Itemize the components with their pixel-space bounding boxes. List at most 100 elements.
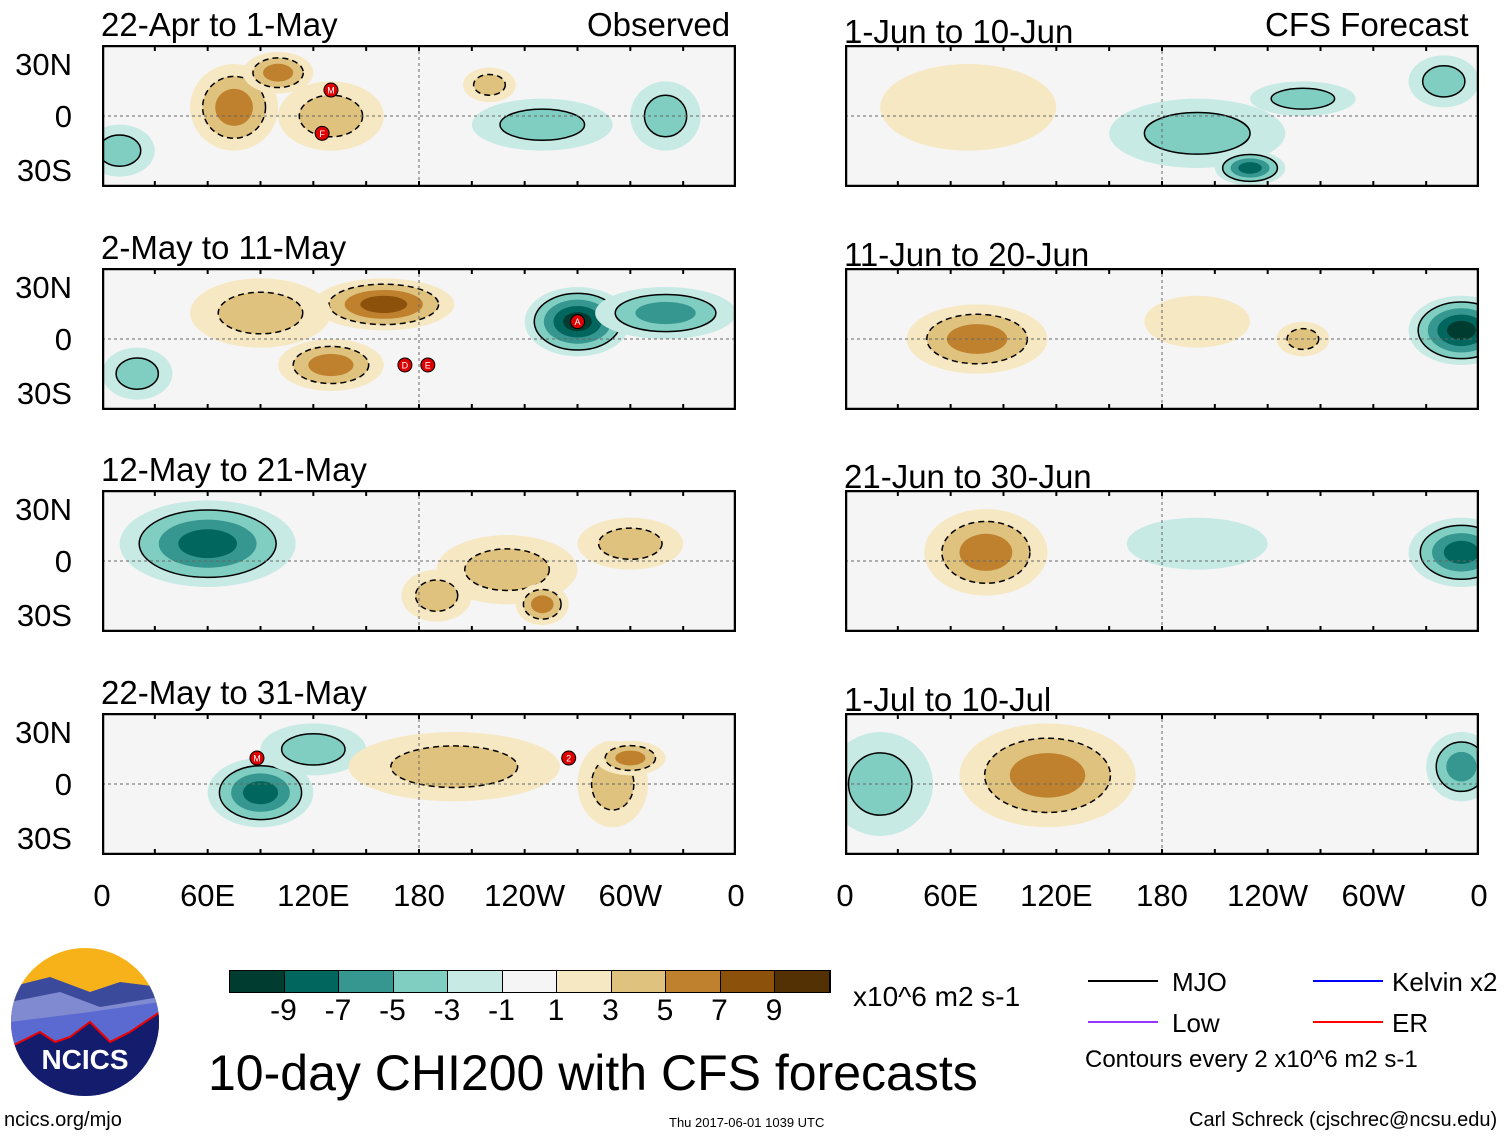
lon-label: 0 [836,878,854,913]
legend-low: Low [1172,1008,1220,1038]
panel-title: 22-May to 31-May [101,674,367,711]
colorbar-tick: 5 [656,994,674,1027]
lat-label: 0 [54,322,72,357]
colorbar-swatch [230,971,285,992]
forecast-label: CFS Forecast [1265,6,1469,43]
negative-anomaly [1421,65,1466,98]
negative-anomaly [499,108,586,141]
lat-label: 30S [16,821,72,856]
negative-anomaly [178,529,238,559]
lat-label: 0 [54,767,72,802]
lon-label: 180 [393,878,445,913]
positive-anomaly [472,73,507,96]
svg-text:NCICS: NCICS [41,1044,128,1075]
storm-marker: D [397,357,413,373]
footer-author: Carl Schreck (cjschrec@ncsu.edu) [1189,1109,1498,1131]
positive-anomaly [390,745,519,789]
lat-label: 30S [16,598,72,633]
lon-label: 120W [1227,878,1309,913]
storm-marker: 2 [561,750,577,766]
positive-anomaly [360,295,408,314]
map-panel [845,713,1479,855]
footer-url[interactable]: ncics.org/mjo [4,1109,122,1131]
colorbar [229,970,831,993]
map-panel [102,490,736,632]
negative-anomaly [280,733,346,766]
figure-title: 10-day CHI200 with CFS forecasts [208,1045,978,1101]
panel-title: 2-May to 11-May [101,229,347,266]
lon-label: 60E [923,878,979,913]
positive-anomaly [1009,753,1086,798]
map-panel [845,45,1479,187]
colorbar-swatch [666,971,721,992]
positive-anomaly [597,527,663,561]
observed-label: Observed [587,6,731,43]
colorbar-swatch [557,971,612,992]
colorbar-swatch [720,971,775,992]
storm-marker: A [570,314,585,330]
legend-mjo: MJO [1172,967,1227,997]
lon-label: 0 [727,878,745,913]
storm-marker: F [314,125,330,141]
svg-text:M: M [253,754,261,764]
lon-label: 120E [277,878,350,913]
legend-er: ER [1392,1008,1429,1038]
negative-anomaly [1443,540,1479,564]
lon-label: 180 [1136,878,1188,913]
ncics-logo: NCICS [11,948,159,1096]
colorbar-tick: -5 [379,994,406,1027]
positive-anomaly [464,548,551,592]
contours-note: Contours every 2 x10^6 m2 s-1 [1085,1046,1418,1073]
lon-label: 60E [180,878,236,913]
map-panel: MF [102,45,736,187]
panel-title: 1-Jul to 10-Jul [844,681,1052,718]
svg-text:F: F [319,129,325,139]
lon-label: 120E [1020,878,1093,913]
colorbar-tick: -1 [488,994,515,1027]
colorbar-tick: -3 [433,994,461,1027]
colorbar-tick: -9 [270,994,297,1027]
lat-label: 30N [15,492,72,527]
colorbar-swatch [611,971,666,992]
colorbar-swatch [502,971,557,992]
map-panel [845,268,1479,410]
panel-title: 1-Jun to 10-Jun [844,13,1074,50]
colorbar-swatch [339,971,394,992]
colorbar-tick: -7 [324,994,352,1027]
lon-label: 60W [598,878,663,913]
lat-label: 0 [54,99,72,134]
lon-label: 0 [93,878,111,913]
positive-anomaly [615,750,646,766]
storm-marker: M [323,82,339,98]
lon-label: 0 [1470,878,1488,913]
negative-anomaly [1238,162,1262,174]
colorbar-tick: 7 [711,994,728,1027]
lat-label: 30N [15,47,72,82]
negative-anomaly [635,301,696,325]
panel-title: 21-Jun to 30-Jun [844,458,1092,495]
svg-text:E: E [425,360,431,370]
colorbar-swatch [284,971,339,992]
positive-anomaly [217,291,304,335]
negative-anomaly [1126,517,1268,570]
negative-anomaly [115,357,160,390]
colorbar-units: x10^6 m2 s-1 [853,981,1021,1012]
footer-timestamp: Thu 2017-06-01 1039 UTC [669,1115,825,1130]
lat-label: 30N [15,270,72,305]
negative-anomaly [1143,111,1251,155]
lat-label: 30S [16,153,72,188]
lon-label: 60W [1341,878,1406,913]
positive-anomaly [308,353,354,377]
positive-anomaly [263,63,294,82]
positive-anomaly [1144,295,1251,348]
storm-marker: M [249,750,265,766]
positive-anomaly [530,595,554,614]
lat-label: 0 [54,544,72,579]
positive-anomaly [880,64,1057,151]
colorbar-swatch [775,971,830,992]
negative-anomaly [242,781,279,805]
colorbar-swatch [448,971,503,992]
panel-title: 12-May to 21-May [101,451,367,488]
panel-title: 22-Apr to 1-May [101,6,338,43]
map-panel: A D E [102,268,736,410]
